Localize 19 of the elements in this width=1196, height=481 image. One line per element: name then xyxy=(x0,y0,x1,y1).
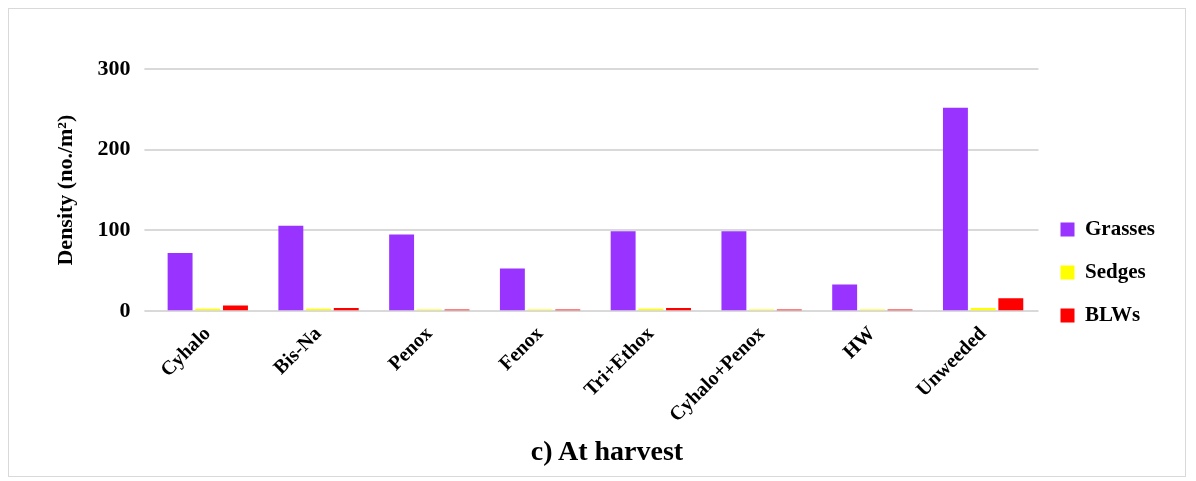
bar xyxy=(998,298,1024,311)
bar xyxy=(610,231,636,311)
y-tick-label: 200 xyxy=(97,135,131,161)
legend-label: BLWs xyxy=(1085,301,1141,326)
bar xyxy=(721,231,747,311)
x-tick-label: HW xyxy=(838,321,879,363)
y-tick-label: 0 xyxy=(119,296,131,322)
y-tick-label: 100 xyxy=(97,216,131,242)
bar xyxy=(389,234,415,311)
bar xyxy=(942,107,968,311)
text: c) At harvest xyxy=(530,435,684,467)
legend-label: Grasses xyxy=(1085,215,1156,240)
bar xyxy=(499,268,525,311)
legend-label: Sedges xyxy=(1085,258,1146,283)
bar xyxy=(167,253,193,311)
bar xyxy=(278,225,304,311)
y-axis-title: Density (no./m²) xyxy=(51,114,77,266)
y-tick-label: 300 xyxy=(97,54,131,80)
bar xyxy=(832,284,858,311)
